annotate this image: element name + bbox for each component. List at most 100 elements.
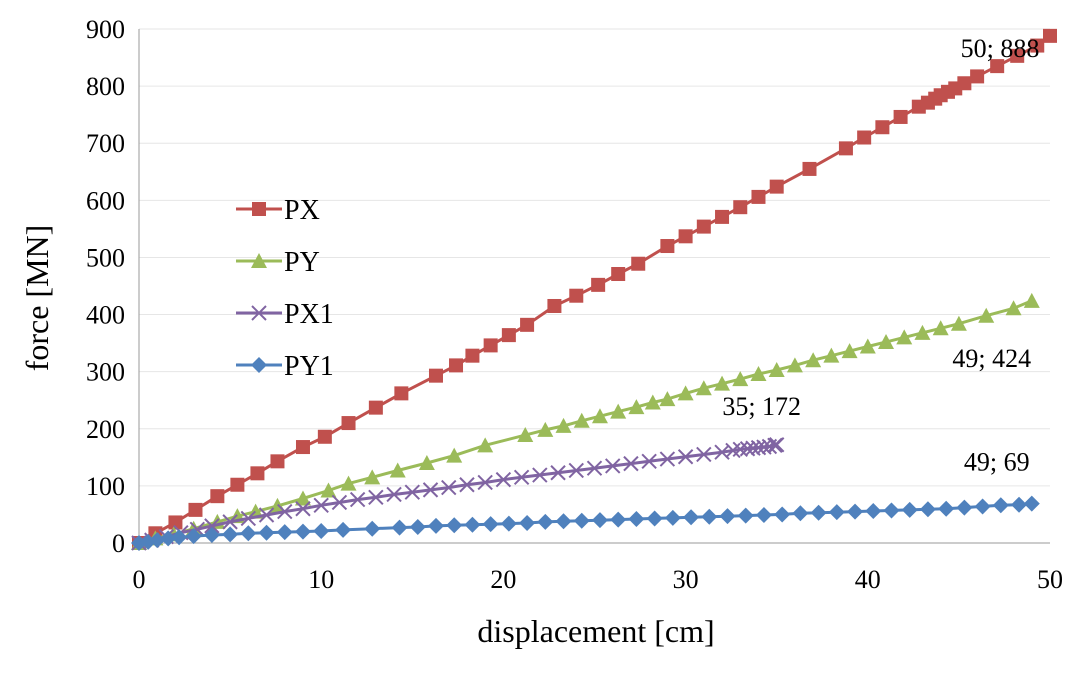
y-tick-label: 100 <box>86 472 125 501</box>
data-point-px1 <box>659 451 676 467</box>
y-tick-label: 400 <box>86 301 125 330</box>
gridlines <box>139 28 1050 487</box>
data-point-px <box>733 200 748 215</box>
data-point-py1 <box>938 500 955 517</box>
data-point-py1 <box>847 503 864 520</box>
data-point-px <box>270 454 285 469</box>
data-point-px <box>210 489 225 504</box>
data-label-px: 50; 888 <box>961 34 1040 63</box>
data-point-px <box>970 69 985 84</box>
data-point-py <box>732 371 749 387</box>
series-px1 <box>131 437 785 551</box>
data-point-px <box>1030 38 1045 53</box>
data-point-px <box>295 440 310 455</box>
data-point-px <box>449 358 464 373</box>
data-point-py <box>610 403 627 419</box>
legend-marker-py1 <box>251 357 267 373</box>
data-point-py <box>914 324 931 340</box>
data-point-px <box>838 141 853 156</box>
legend-item-py1[interactable]: PY1 <box>236 351 334 382</box>
data-point-py <box>859 338 876 354</box>
data-label-px1: 35; 172 <box>722 392 801 421</box>
data-point-py1 <box>628 511 645 528</box>
data-point-px1 <box>404 484 421 500</box>
data-point-px1 <box>240 510 257 527</box>
data-point-py1 <box>313 523 330 540</box>
data-point-py <box>389 462 406 478</box>
data-point-py1 <box>974 498 991 515</box>
data-point-px <box>188 502 203 517</box>
data-point-px1 <box>349 491 366 508</box>
data-point-px1 <box>495 471 512 488</box>
data-point-px <box>250 466 265 481</box>
data-point-px <box>769 179 784 194</box>
data-point-px <box>465 348 480 363</box>
data-point-px <box>957 76 972 91</box>
legend-item-px1[interactable]: PX1 <box>236 299 334 330</box>
data-point-py1 <box>883 502 900 519</box>
data-point-px <box>569 288 584 303</box>
data-point-py1 <box>956 499 973 516</box>
y-tick-label: 0 <box>112 529 125 558</box>
data-point-px1 <box>331 494 348 511</box>
data-point-px1 <box>677 449 694 465</box>
data-point-px <box>857 130 872 145</box>
x-tick-label: 20 <box>490 565 516 594</box>
data-point-py <box>841 343 858 359</box>
data-point-py <box>978 307 995 323</box>
data-point-px1 <box>204 518 220 534</box>
data-point-py1 <box>865 503 882 520</box>
data-point-px <box>990 59 1005 74</box>
legend-item-py[interactable]: PY <box>236 247 320 278</box>
data-point-py <box>573 412 590 428</box>
data-point-py1 <box>409 519 426 536</box>
y-tick-label: 300 <box>86 358 125 387</box>
data-point-py1 <box>240 525 257 542</box>
data-point-px1 <box>258 507 275 523</box>
data-point-py1 <box>646 510 663 527</box>
legend[interactable]: PX PY PX1 PY1 <box>236 195 334 382</box>
data-point-px <box>875 120 890 135</box>
legend-item-px[interactable]: PX <box>236 195 320 226</box>
data-point-py1 <box>664 509 681 526</box>
data-point-py1 <box>919 501 936 518</box>
data-point-py <box>659 391 676 407</box>
data-point-py1 <box>719 508 736 525</box>
data-point-px <box>802 161 817 176</box>
data-point-py1 <box>519 515 536 532</box>
data-point-px <box>715 209 730 224</box>
legend-marker-px1 <box>251 305 267 321</box>
x-tick-label: 0 <box>133 565 146 594</box>
data-point-px <box>591 277 606 292</box>
y-tick-label: 600 <box>86 186 125 215</box>
data-point-px <box>501 328 516 343</box>
series-px <box>132 28 1057 550</box>
data-point-px1 <box>459 477 475 493</box>
data-point-py1 <box>992 497 1009 514</box>
data-point-py1 <box>364 520 381 537</box>
data-point-py1 <box>810 504 827 521</box>
data-point-py1 <box>482 516 499 533</box>
data-point-py1 <box>1011 496 1028 513</box>
data-point-py <box>517 427 534 443</box>
data-point-px <box>520 317 535 332</box>
y-tick-label: 700 <box>86 129 125 158</box>
data-point-py1 <box>683 509 700 526</box>
data-point-py1 <box>294 523 311 540</box>
data-point-px <box>631 256 646 271</box>
data-point-py1 <box>464 516 481 533</box>
data-point-px <box>547 298 562 313</box>
data-point-px1 <box>532 467 548 483</box>
data-point-px1 <box>768 437 785 453</box>
data-point-px1 <box>568 462 584 479</box>
legend-label-py: PY <box>284 247 320 278</box>
data-point-px <box>751 189 766 204</box>
data-point-py <box>714 375 731 391</box>
data-point-py <box>768 361 785 377</box>
data-point-px1 <box>732 441 748 458</box>
data-point-py <box>320 482 337 498</box>
data-point-px1 <box>422 482 439 498</box>
data-point-px <box>394 386 409 401</box>
y-axis-title: force [MN] <box>19 225 55 372</box>
